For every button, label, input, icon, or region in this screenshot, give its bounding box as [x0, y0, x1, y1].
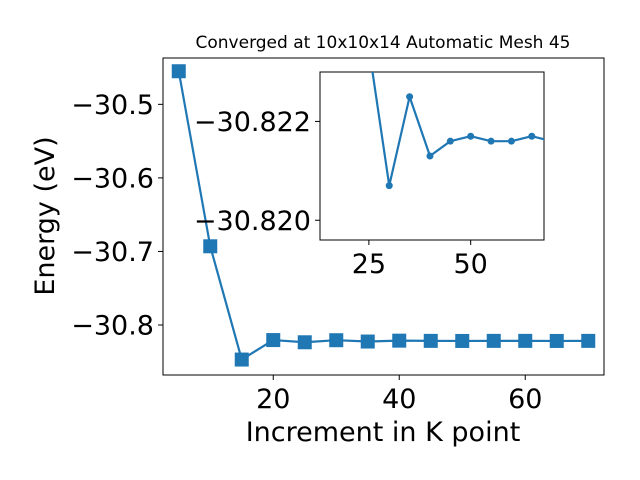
inset-data-point [406, 93, 414, 101]
main-y-tick-label: −30.5 [71, 90, 154, 121]
inset-plot-frame [319, 71, 545, 241]
chart-title: Converged at 10x10x14 Automatic Mesh 45 [196, 33, 571, 53]
inset-data-point [446, 137, 454, 145]
main-data-point [392, 333, 407, 348]
main-data-point [360, 334, 375, 349]
inset-data-point [467, 132, 475, 140]
main-data-point [171, 64, 186, 79]
inset-data-point [549, 138, 556, 145]
inset-data-point [507, 137, 515, 145]
inset-plot: 25 50 −30.822 −30.820 [194, 71, 556, 280]
main-data-point [266, 333, 281, 348]
main-x-tick-label: 40 [382, 384, 416, 415]
main-data-point [203, 239, 218, 254]
main-x-tick-label: 60 [508, 384, 542, 415]
inset-y-tick-label: −30.822 [194, 107, 311, 138]
inset-x-tick-label: 25 [352, 249, 386, 280]
main-y-tick-label: −30.7 [71, 237, 154, 268]
inset-data-point [426, 152, 434, 160]
main-plot-frame [162, 57, 605, 376]
inset-series-line [371, 72, 544, 187]
inset-y-tick-label: −30.820 [194, 206, 311, 237]
main-y-tick-label: −30.6 [71, 164, 154, 195]
main-data-point [234, 352, 249, 367]
inset-x-tick-label: 50 [454, 249, 488, 280]
x-axis-label: Increment in K point [246, 417, 521, 448]
main-data-point [549, 333, 564, 348]
main-y-tick-label: −30.8 [71, 311, 154, 342]
main-data-point [518, 333, 533, 348]
inset-data-point [487, 137, 495, 145]
main-data-point [329, 333, 344, 348]
main-data-point [297, 335, 312, 350]
main-data-point [455, 333, 470, 348]
y-axis-label: Energy (eV) [30, 136, 61, 295]
inset-data-point [385, 182, 393, 190]
main-data-point [581, 333, 596, 348]
main-x-tick-label: 20 [256, 384, 290, 415]
main-data-point [486, 333, 501, 348]
main-data-point [423, 333, 438, 348]
main-plot: 20 40 60 −30.5 −30.6 −30.7 −30.8 [71, 57, 605, 415]
inset-data-point [528, 132, 536, 140]
